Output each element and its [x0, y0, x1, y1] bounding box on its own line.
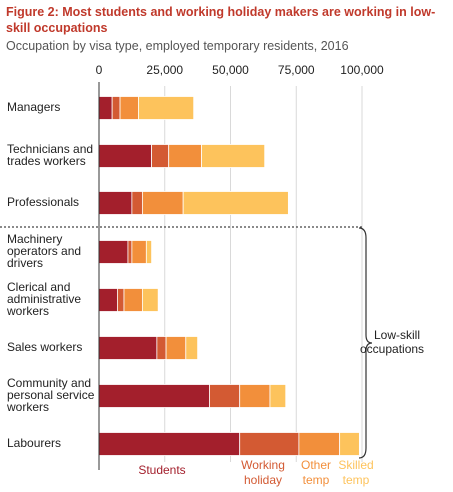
- bar-segment: [123, 288, 143, 312]
- x-tick-label: 100,000: [340, 63, 384, 77]
- category-label: Managers: [7, 100, 61, 114]
- bar-segment: [145, 240, 152, 264]
- bar-segment: [239, 432, 300, 456]
- bar-segment: [151, 144, 170, 168]
- bar-segment: [165, 336, 187, 360]
- bar-segment: [131, 240, 147, 264]
- x-tick-label: 25,000: [146, 63, 183, 77]
- bar-segment: [156, 336, 167, 360]
- category-label: Community and personal service workers: [7, 376, 95, 414]
- bar-segment: [111, 96, 121, 120]
- x-tick-label: 50,000: [212, 63, 249, 77]
- low-skill-bracket: [358, 227, 373, 459]
- bar-segment: [141, 191, 184, 215]
- bar-segment: [298, 432, 341, 456]
- bar-segment: [185, 336, 199, 360]
- chart-subtitle: Occupation by visa type, employed tempor…: [6, 39, 349, 53]
- bar-segment: [138, 96, 195, 120]
- bar-segment: [98, 144, 152, 168]
- bar-segment: [117, 288, 125, 312]
- bar-segment: [119, 96, 139, 120]
- category-label: Labourers: [7, 436, 62, 450]
- bar-segment: [98, 288, 118, 312]
- bar-segment: [131, 191, 143, 215]
- legend-label: Other temp: [301, 458, 331, 487]
- legend-label: Skilled temp: [338, 458, 373, 487]
- bar-segment: [127, 240, 133, 264]
- category-label: Professionals: [7, 195, 80, 209]
- category-label: Sales workers: [7, 340, 83, 354]
- x-tick-label: 0: [96, 63, 103, 77]
- category-label: Clerical and administrative workers: [7, 280, 82, 318]
- bar-segment: [182, 191, 289, 215]
- legend-label: Working holiday: [241, 458, 285, 487]
- bar-segment: [239, 384, 271, 408]
- bar-segment: [98, 336, 158, 360]
- bar-segment: [269, 384, 287, 408]
- bar-segment: [98, 240, 129, 264]
- bracket-label: Low-skill occupations: [360, 328, 424, 356]
- bar-segment: [209, 384, 241, 408]
- legend-label: Students: [138, 463, 185, 477]
- bar-segment: [201, 144, 266, 168]
- bar-segment: [98, 96, 113, 120]
- bar-segment: [168, 144, 202, 168]
- category-label: Technicians and trades workers: [7, 142, 94, 168]
- x-tick-label: 75,000: [278, 63, 315, 77]
- bar-segment: [98, 191, 133, 215]
- category-label: Machinery operators and drivers: [7, 232, 82, 270]
- bar-segment: [98, 384, 210, 408]
- chart-title: Figure 2: Most students and working holi…: [6, 5, 436, 35]
- bar-segment: [98, 432, 241, 456]
- bar-segment: [141, 288, 159, 312]
- bar-segment: [339, 432, 360, 456]
